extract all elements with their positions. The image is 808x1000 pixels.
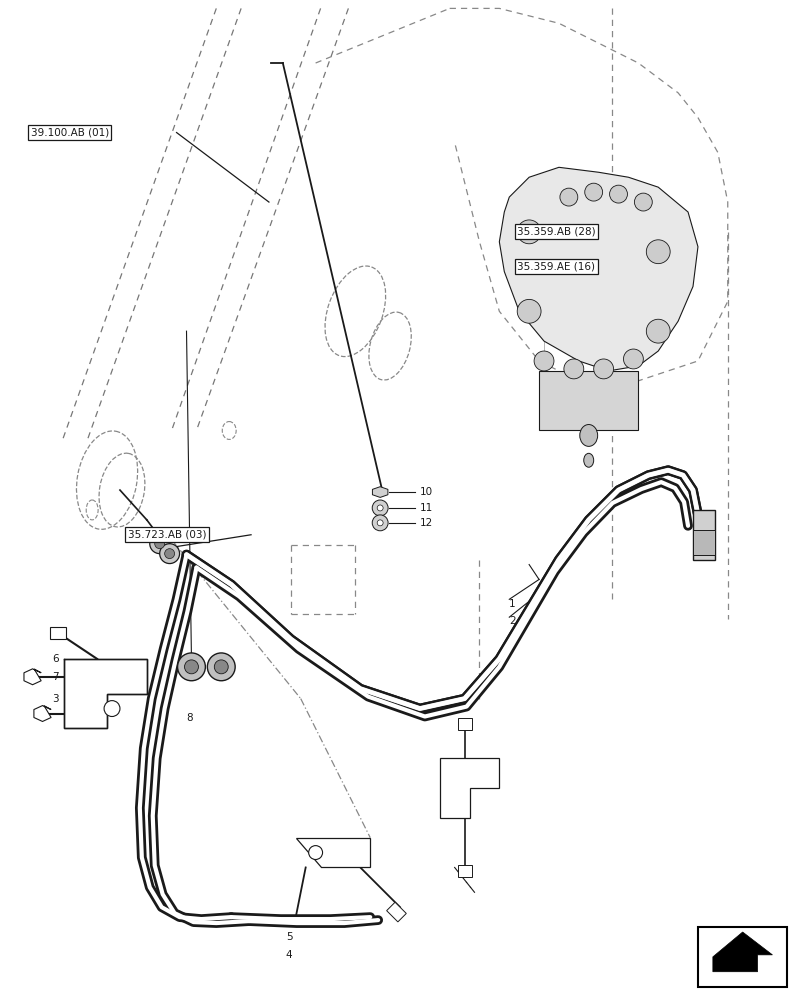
Circle shape bbox=[372, 500, 388, 516]
Circle shape bbox=[208, 653, 235, 681]
Bar bbox=[387, 902, 406, 922]
Text: 7: 7 bbox=[53, 672, 59, 682]
Polygon shape bbox=[713, 932, 772, 972]
Text: 1: 1 bbox=[509, 599, 516, 609]
Text: 4: 4 bbox=[286, 950, 292, 960]
Text: 8: 8 bbox=[187, 713, 193, 723]
Bar bbox=[457, 865, 472, 877]
Text: 3: 3 bbox=[53, 694, 59, 704]
Circle shape bbox=[214, 660, 228, 674]
Text: 6: 6 bbox=[53, 654, 59, 664]
Circle shape bbox=[517, 299, 541, 323]
Text: 11: 11 bbox=[420, 503, 433, 513]
Circle shape bbox=[165, 549, 175, 559]
Bar bbox=[698, 927, 787, 987]
Bar bbox=[693, 530, 715, 555]
Circle shape bbox=[309, 846, 322, 860]
Circle shape bbox=[377, 505, 383, 511]
Text: 13: 13 bbox=[455, 809, 468, 819]
Text: 9: 9 bbox=[53, 631, 59, 641]
Circle shape bbox=[646, 240, 670, 264]
Circle shape bbox=[560, 188, 578, 206]
Polygon shape bbox=[440, 758, 499, 818]
Ellipse shape bbox=[580, 425, 598, 446]
Polygon shape bbox=[296, 838, 370, 867]
Text: 35.359.AB (28): 35.359.AB (28) bbox=[517, 227, 595, 237]
Polygon shape bbox=[24, 669, 41, 685]
Circle shape bbox=[594, 359, 613, 379]
Circle shape bbox=[372, 515, 388, 531]
Bar bbox=[457, 718, 472, 730]
Circle shape bbox=[624, 349, 643, 369]
Circle shape bbox=[184, 660, 199, 674]
Text: 2: 2 bbox=[509, 616, 516, 626]
Bar bbox=[50, 627, 66, 639]
Polygon shape bbox=[65, 659, 147, 728]
Circle shape bbox=[585, 183, 603, 201]
Circle shape bbox=[104, 701, 120, 717]
Text: 39.100.AB (01): 39.100.AB (01) bbox=[31, 128, 109, 138]
Text: 5: 5 bbox=[286, 932, 292, 942]
Ellipse shape bbox=[583, 453, 594, 467]
Circle shape bbox=[534, 351, 554, 371]
Circle shape bbox=[646, 319, 670, 343]
Text: 5: 5 bbox=[455, 791, 461, 801]
Circle shape bbox=[160, 544, 179, 564]
Text: 10: 10 bbox=[420, 487, 433, 497]
Polygon shape bbox=[499, 167, 698, 371]
Text: 35.723.AB (03): 35.723.AB (03) bbox=[128, 530, 206, 540]
Text: 8: 8 bbox=[455, 773, 461, 783]
Text: 35.359.AE (16): 35.359.AE (16) bbox=[517, 262, 595, 272]
Polygon shape bbox=[372, 487, 388, 497]
Circle shape bbox=[634, 193, 652, 211]
Text: 12: 12 bbox=[420, 518, 433, 528]
Bar bbox=[539, 371, 638, 430]
Circle shape bbox=[517, 220, 541, 244]
Circle shape bbox=[377, 520, 383, 526]
Circle shape bbox=[149, 534, 170, 554]
Polygon shape bbox=[34, 706, 51, 721]
Circle shape bbox=[178, 653, 205, 681]
Circle shape bbox=[154, 539, 165, 549]
Circle shape bbox=[609, 185, 628, 203]
Bar bbox=[693, 510, 715, 560]
Circle shape bbox=[564, 359, 583, 379]
